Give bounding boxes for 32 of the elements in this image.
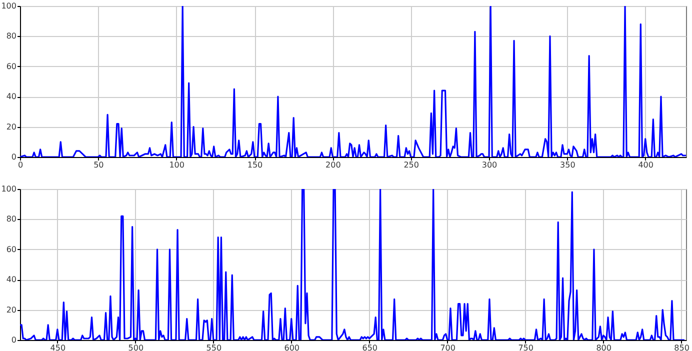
x-tick-label: 250 bbox=[404, 160, 419, 170]
line-series bbox=[20, 189, 686, 340]
x-tick-label: 550 bbox=[206, 344, 222, 351]
x-tick-label: 850 bbox=[674, 344, 690, 351]
x-tick-label: 400 bbox=[638, 160, 654, 170]
y-tick-label: 80 bbox=[6, 32, 16, 41]
y-tick-label: 100 bbox=[1, 184, 16, 194]
x-tick-label: 600 bbox=[284, 344, 300, 351]
x-tick-label: 150 bbox=[247, 160, 263, 170]
x-tick-label: 200 bbox=[326, 160, 341, 170]
y-tick-label: 0 bbox=[11, 152, 16, 162]
y-tick-label: 80 bbox=[6, 214, 16, 224]
x-tick-label: 0 bbox=[18, 160, 24, 170]
y-tick-label: 60 bbox=[6, 62, 16, 71]
x-tick-label: 50 bbox=[94, 160, 104, 170]
x-tick-label: 700 bbox=[440, 344, 456, 351]
y-tick-label: 0 bbox=[11, 336, 16, 344]
x-tick-label: 750 bbox=[518, 344, 534, 351]
y-tick-label: 20 bbox=[6, 122, 16, 132]
x-tick-label: 300 bbox=[482, 160, 498, 170]
x-tick-label: 500 bbox=[128, 344, 144, 351]
x-tick-label: 100 bbox=[169, 160, 184, 170]
y-tick-label: 100 bbox=[1, 2, 16, 10]
x-tick-label: 650 bbox=[362, 344, 378, 351]
x-tick-label: 800 bbox=[596, 344, 612, 351]
y-tick-label: 60 bbox=[6, 244, 16, 254]
line-series bbox=[20, 6, 686, 157]
x-tick-label: 350 bbox=[560, 160, 576, 170]
x-tick-label: 450 bbox=[50, 344, 66, 351]
y-tick-label: 20 bbox=[6, 305, 16, 314]
y-tick-label: 40 bbox=[6, 275, 16, 284]
y-tick-label: 40 bbox=[6, 92, 16, 102]
